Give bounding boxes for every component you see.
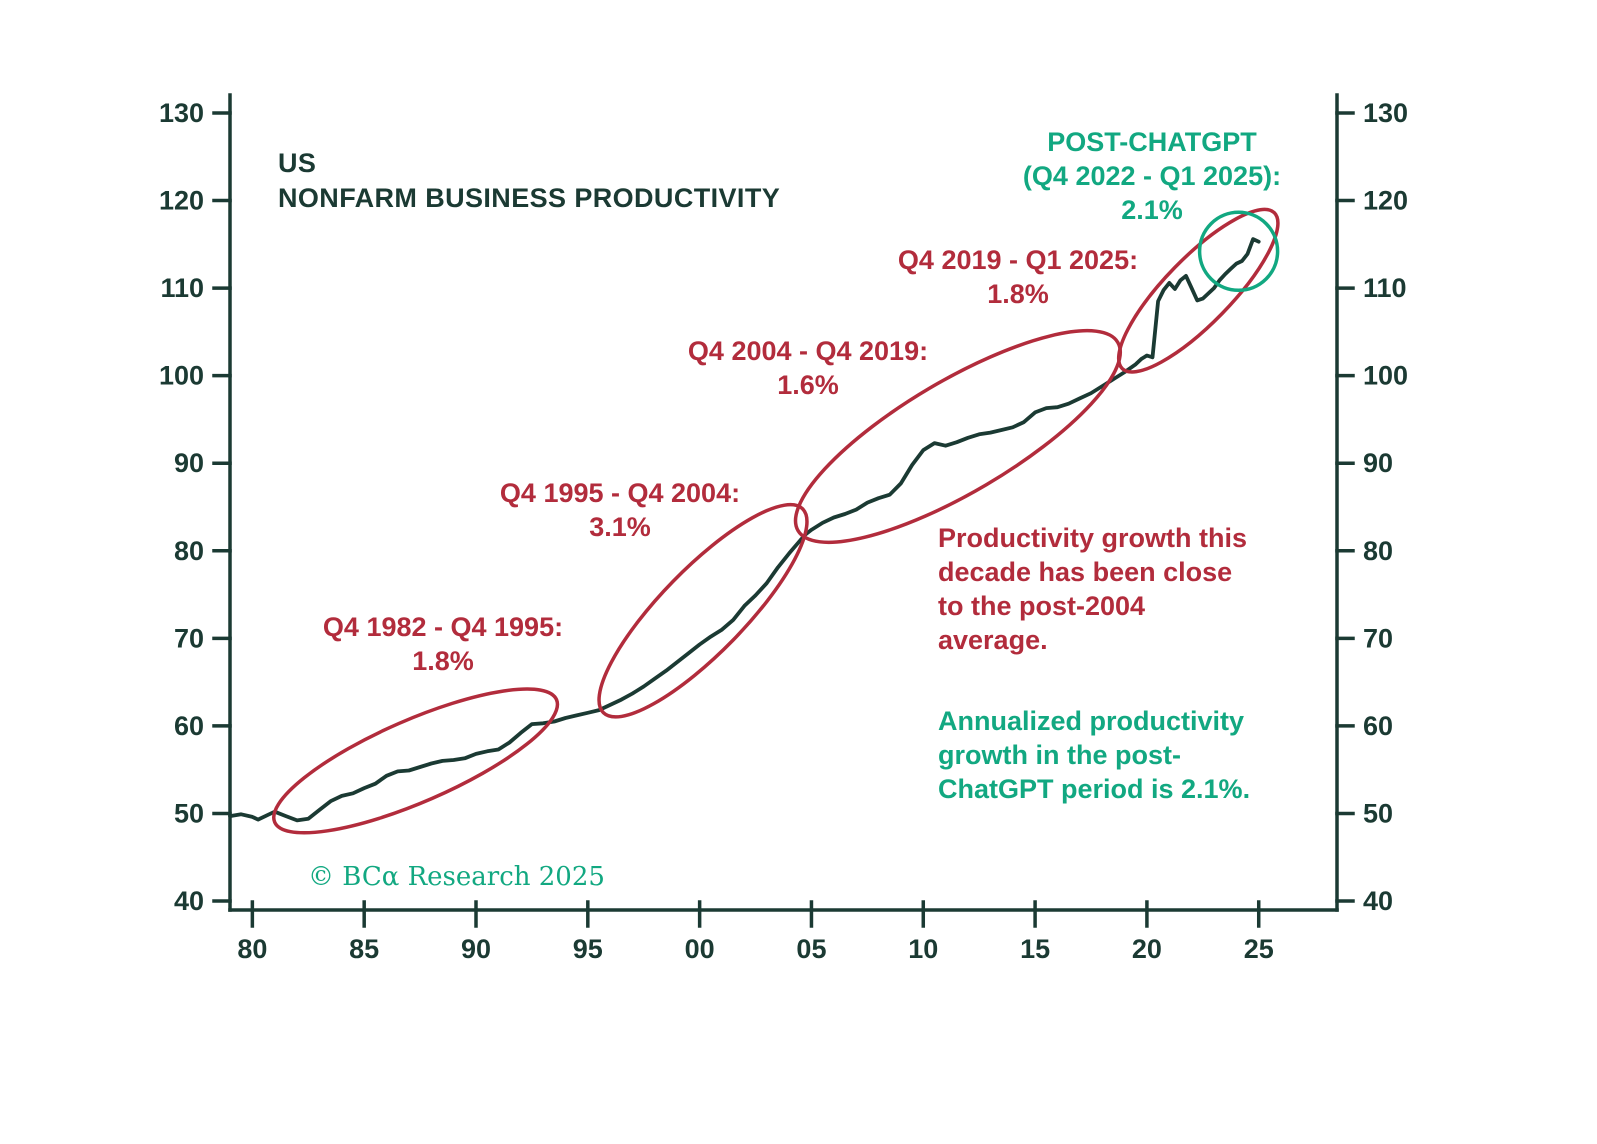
y-axis-label-right: 50 <box>1363 798 1393 828</box>
x-axis-label: 90 <box>461 934 491 964</box>
period-label-1982-1995: Q4 1982 - Q4 1995: 1.8% <box>322 612 564 676</box>
chart-title: US NONFARM BUSINESS PRODUCTIVITY <box>278 148 781 213</box>
note-post-chatgpt-growth: Annualized productivity growth in the po… <box>938 706 1251 804</box>
y-axis-label-left: 100 <box>159 361 204 391</box>
x-axis-label: 80 <box>237 934 267 964</box>
x-axis-label: 15 <box>1020 934 1050 964</box>
y-axis-label-right: 60 <box>1363 711 1393 741</box>
period-ellipse-1 <box>597 502 809 719</box>
y-axis-label-right: 130 <box>1363 98 1408 128</box>
y-axis-label-right: 80 <box>1363 536 1393 566</box>
x-axis-label: 25 <box>1244 934 1274 964</box>
y-axis-label-right: 120 <box>1363 186 1408 216</box>
x-axis-label: 10 <box>908 934 938 964</box>
y-axis-label-left: 70 <box>174 623 204 653</box>
y-axis-label-right: 100 <box>1363 361 1408 391</box>
y-axis-label-left: 80 <box>174 536 204 566</box>
period-ellipse-2 <box>793 328 1123 545</box>
x-axis-label: 00 <box>685 934 715 964</box>
period-label-post-chatgpt: POST-CHATGPT (Q4 2022 - Q1 2025): 2.1% <box>1022 127 1282 225</box>
y-axis-label-right: 90 <box>1363 448 1393 478</box>
note-productivity-decade: Productivity growth this decade has been… <box>938 523 1248 655</box>
y-axis-label-left: 40 <box>174 886 204 916</box>
y-axis-label-right: 110 <box>1363 273 1407 303</box>
period-label-1995-2004: Q4 1995 - Q4 2004: 3.1% <box>499 478 741 542</box>
y-axis-label-left: 60 <box>174 711 204 741</box>
period-label-2004-2019: Q4 2004 - Q4 2019: 1.6% <box>687 336 929 400</box>
y-axis-label-left: 90 <box>174 448 204 478</box>
x-axis-label: 20 <box>1132 934 1162 964</box>
y-axis-label-left: 130 <box>159 98 204 128</box>
period-ellipse-0 <box>272 687 560 835</box>
period-ellipse-3 <box>1116 207 1280 374</box>
x-axis-label: 05 <box>796 934 826 964</box>
y-axis-label-left: 120 <box>159 186 204 216</box>
post-chatgpt-circle <box>1197 210 1280 293</box>
y-axis-label-right: 40 <box>1363 886 1393 916</box>
y-axis-label-right: 70 <box>1363 623 1393 653</box>
copyright-bca-research: © BCα Research 2025 <box>308 862 605 892</box>
x-axis-label: 95 <box>573 934 603 964</box>
period-label-2019-2025: Q4 2019 - Q1 2025: 1.8% <box>897 245 1139 309</box>
x-axis-label: 85 <box>349 934 379 964</box>
y-axis-label-left: 50 <box>174 798 204 828</box>
y-axis-label-left: 110 <box>160 273 204 303</box>
